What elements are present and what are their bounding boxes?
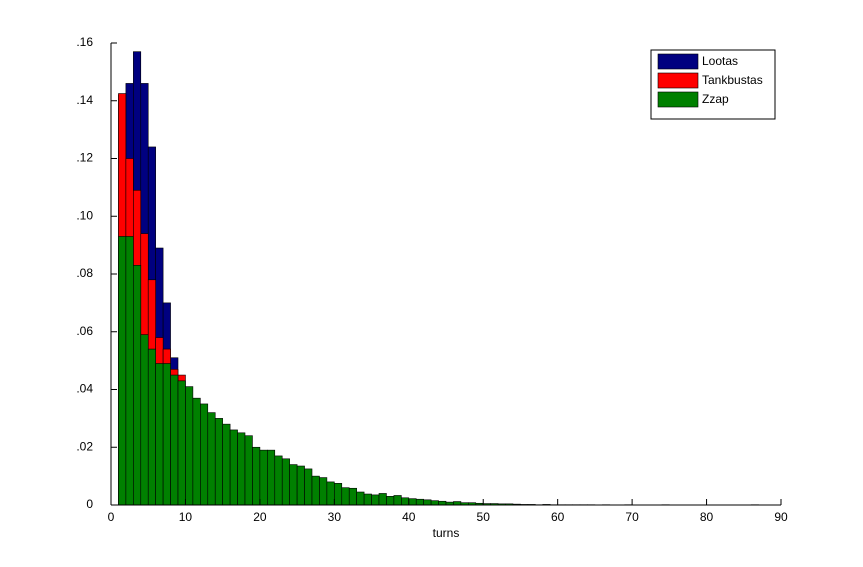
bar [125, 236, 134, 506]
x-tick-label: 40 [402, 510, 416, 524]
legend-swatch [657, 53, 699, 70]
bar [170, 374, 179, 506]
bar [326, 481, 335, 506]
bar [133, 265, 142, 506]
bar [192, 397, 201, 506]
x-tick-label: 30 [328, 510, 342, 524]
bar [155, 363, 164, 506]
bar [229, 429, 238, 506]
x-tick-label: 90 [774, 510, 788, 524]
legend-label: Zzap [702, 92, 729, 106]
bar [147, 348, 156, 506]
bar [289, 464, 298, 506]
x-tick-label: 20 [253, 510, 267, 524]
bar [185, 386, 194, 506]
y-tick-label: .12 [76, 151, 93, 165]
bar [393, 495, 402, 506]
bar [438, 500, 447, 506]
x-axis-label: turns [433, 526, 460, 540]
bar [386, 496, 395, 506]
x-tick-label: 80 [700, 510, 714, 524]
x-tick-label: 50 [477, 510, 491, 524]
bar [371, 494, 380, 506]
bar [430, 500, 439, 506]
bar [311, 475, 320, 506]
x-tick-label: 60 [551, 510, 565, 524]
y-tick-label: .04 [76, 382, 93, 396]
bar [319, 477, 328, 506]
bar [408, 498, 417, 506]
x-tick-label: 10 [179, 510, 193, 524]
legend-swatch [657, 72, 699, 89]
legend-swatch [657, 91, 699, 108]
bar [140, 334, 149, 506]
bar [378, 493, 387, 506]
bar [267, 449, 276, 506]
bar [356, 491, 365, 506]
bar [252, 446, 261, 506]
bar [348, 487, 357, 506]
bar [341, 487, 350, 506]
bar [334, 483, 343, 506]
bar [274, 455, 283, 506]
bar [259, 449, 268, 506]
legend-label: Lootas [702, 54, 738, 68]
y-tick-label: .16 [76, 35, 93, 49]
bar [423, 499, 432, 506]
y-tick-label: .08 [76, 266, 93, 280]
bar [281, 458, 290, 506]
bar [363, 493, 372, 506]
bar [177, 380, 186, 506]
bar [304, 468, 313, 506]
legend-label: Tankbustas [702, 73, 763, 87]
bar [214, 418, 223, 506]
bar [244, 435, 253, 506]
x-tick-label: 70 [625, 510, 639, 524]
bar [296, 465, 305, 506]
bar [207, 412, 216, 506]
bar [401, 497, 410, 506]
x-tick-label: 0 [108, 510, 115, 524]
bar [453, 501, 462, 506]
y-tick-label: .06 [76, 324, 93, 338]
bar [200, 403, 209, 506]
bar [118, 236, 127, 506]
y-tick-label: .02 [76, 439, 93, 453]
bar [222, 423, 231, 506]
bar [237, 432, 246, 506]
bar [162, 363, 171, 506]
bar [415, 498, 424, 506]
y-tick-label: .10 [76, 208, 93, 222]
y-tick-label: .14 [76, 93, 93, 107]
y-tick-label: 0 [86, 497, 93, 511]
